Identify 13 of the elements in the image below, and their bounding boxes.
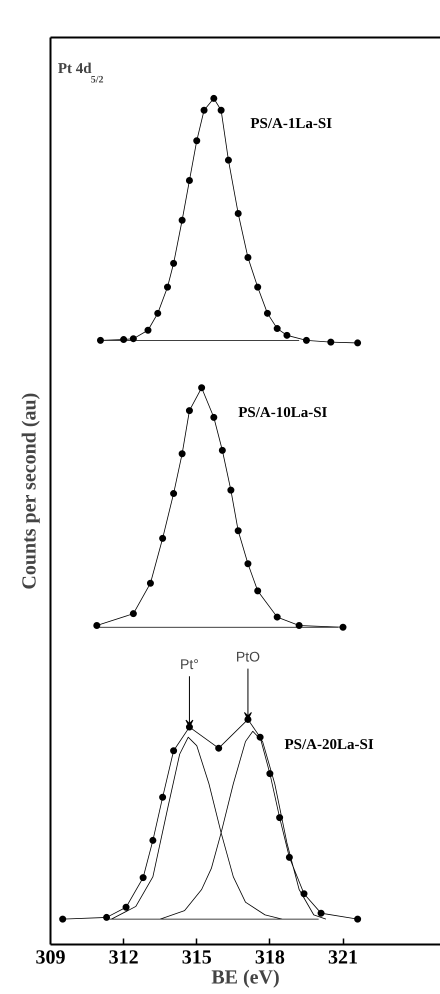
annotation: Pt° xyxy=(180,656,199,672)
x-tick-label: 318 xyxy=(254,946,285,968)
annotation: PtO xyxy=(236,648,260,664)
x-axis-title: BE (eV) xyxy=(211,966,280,988)
y-axis-title: Counts per second (au) xyxy=(18,392,40,590)
series-label: PS/A-20La-SI xyxy=(284,736,374,753)
series-label: PS/A-1La-SI xyxy=(250,116,332,132)
text: Pt 4d5/2 xyxy=(58,60,104,86)
x-tick-label: 321 xyxy=(328,946,358,968)
series-label: PS/A-10La-SI xyxy=(238,405,328,422)
x-tick-label: 315 xyxy=(182,946,212,968)
x-tick-label: 312 xyxy=(108,946,139,968)
x-tick-label: 309 xyxy=(36,946,66,968)
